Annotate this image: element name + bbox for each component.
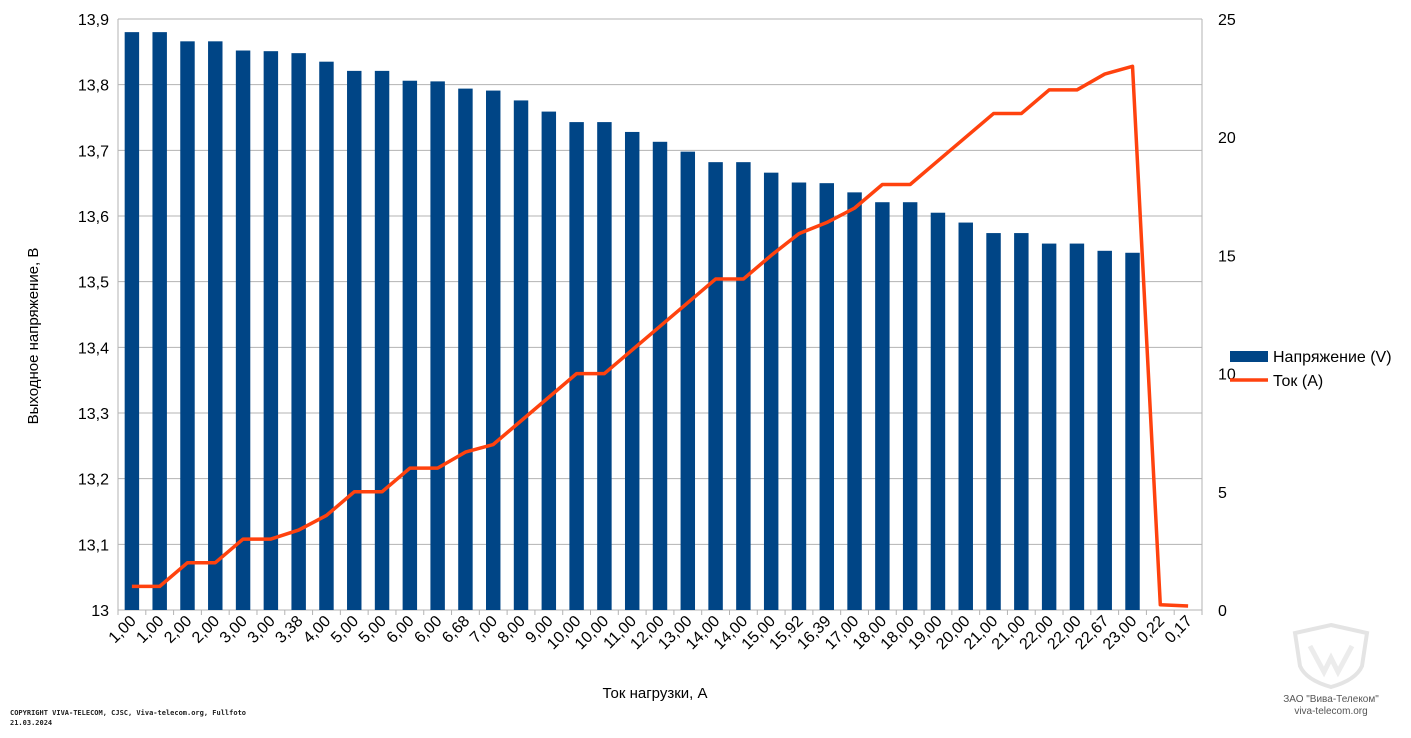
bar-27	[875, 202, 890, 610]
bar-23	[763, 172, 779, 610]
copyright-line: COPYRIGHT VIVA-TELECOM, CJSC, Viva-telec…	[10, 709, 247, 717]
bar-16	[569, 122, 584, 610]
bar-24	[791, 182, 807, 610]
watermark-company: ЗАО "Вива-Телеком"	[1283, 694, 1379, 705]
copyright-notice: COPYRIGHT VIVA-TELECOM, CJSC, Viva-telec…	[10, 708, 246, 728]
bar-12	[458, 88, 473, 610]
x-tick-label-7: 4,00	[300, 613, 334, 647]
bar-9	[374, 70, 390, 611]
bar-35	[1097, 250, 1112, 610]
bar-14	[513, 100, 529, 610]
legend-label-voltage: Напряжение (V)	[1273, 349, 1392, 366]
line-series-current	[131, 64, 1189, 608]
bar-4	[235, 50, 251, 610]
x-tick-label-37: 0,22	[1134, 613, 1168, 647]
watermark-site: viva-telecom.org	[1294, 706, 1368, 717]
bar-8	[347, 70, 362, 611]
y-left-tick-labels: 13 13,1 13,2 13,3 13,4 13,5 13,6 13,7 13,8 13,9	[78, 12, 109, 620]
x-tick-label-0: 1,00	[106, 613, 140, 647]
y-left-tick-label-8: 13,8	[78, 78, 109, 95]
bar-0	[124, 32, 140, 610]
bar-6	[291, 53, 306, 610]
bar-13	[486, 90, 501, 611]
bar-22	[736, 162, 751, 611]
bar-20	[680, 151, 696, 610]
y-left-tick-label-2: 13,2	[78, 472, 109, 489]
y-left-tick-label-9: 13,9	[78, 12, 109, 29]
y-right-tick-label-3: 15	[1218, 248, 1236, 265]
bar-17	[597, 122, 612, 610]
legend: Напряжение (V) Ток (A)	[1230, 349, 1392, 390]
bar-36	[1125, 252, 1140, 611]
bar-5	[263, 51, 279, 611]
y-axis-title: Выходное напряжение, В	[25, 248, 42, 425]
x-tick-label-5: 3,00	[245, 613, 279, 647]
x-tick-labels: 1,001,002,002,003,003,003,384,005,005,00…	[106, 613, 1196, 653]
x-tick-label-14: 8,00	[495, 613, 529, 647]
bar-29	[930, 212, 946, 610]
x-tick-label-10: 6,00	[384, 613, 418, 647]
bar-32	[1014, 233, 1029, 610]
shield-logo-icon	[1292, 622, 1370, 690]
bar-11	[430, 81, 445, 611]
bar-7	[319, 61, 334, 610]
x-tick-label-12: 6,68	[439, 613, 473, 647]
y-left-tick-label-6: 13,6	[78, 209, 109, 226]
y-right-tick-label-4: 20	[1218, 130, 1236, 147]
bar-19	[652, 141, 668, 610]
bar-34	[1069, 243, 1085, 610]
bar-18	[624, 131, 640, 611]
y-left-tick-label-5: 13,5	[78, 275, 109, 292]
bar-25	[819, 183, 834, 610]
bar-1	[152, 32, 167, 610]
bar-3	[208, 41, 223, 611]
y-left-tick-label-4: 13,4	[78, 340, 109, 357]
x-tick-label-38: 0,17	[1162, 613, 1196, 647]
axes	[117, 19, 1203, 615]
x-tick-label-11: 6,00	[411, 613, 445, 647]
y-right-tick-label-0: 0	[1218, 603, 1227, 620]
bar-15	[541, 111, 557, 610]
y-left-tick-label-7: 13,7	[78, 143, 109, 160]
x-tick-label-13: 7,00	[467, 613, 501, 647]
x-tick-label-6: 3,38	[272, 613, 306, 647]
bar-10	[402, 80, 418, 610]
bar-2	[180, 41, 195, 611]
watermark: ЗАО "Вива-Телеком" viva-telecom.org	[1276, 622, 1386, 718]
bar-30	[958, 222, 973, 611]
legend-swatch-voltage	[1230, 351, 1268, 362]
legend-label-current: Ток (A)	[1273, 373, 1323, 390]
bar-21	[708, 162, 723, 611]
bar-series-voltage	[124, 32, 1140, 611]
y-left-tick-label-0: 13	[91, 603, 109, 620]
x-tick-label-1: 1,00	[133, 613, 167, 647]
y-left-tick-label-3: 13,3	[78, 406, 109, 423]
y-left-tick-label-1: 13,1	[78, 537, 109, 554]
x-tick-label-4: 3,00	[217, 613, 251, 647]
copyright-date: 21.03.2024	[10, 719, 53, 727]
bar-31	[986, 233, 1001, 610]
x-tick-label-9: 5,00	[356, 613, 390, 647]
x-axis-title: Ток нагрузки, А	[603, 685, 708, 702]
x-tick-label-8: 5,00	[328, 613, 362, 647]
x-tick-label-3: 2,00	[189, 613, 223, 647]
x-tick-label-2: 2,00	[161, 613, 195, 647]
bar-28	[902, 202, 918, 610]
bar-26	[847, 192, 862, 611]
current-line	[131, 64, 1189, 608]
y-right-tick-label-1: 5	[1218, 485, 1227, 502]
y-right-tick-label-5: 25	[1218, 12, 1236, 29]
bar-33	[1041, 243, 1057, 610]
